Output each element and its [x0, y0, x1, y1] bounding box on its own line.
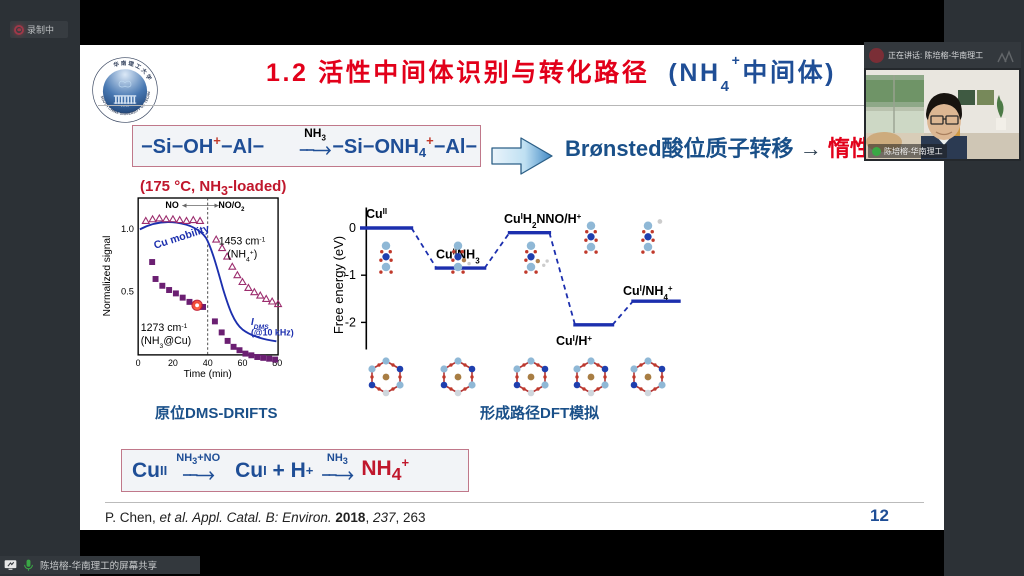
svg-text:-1: -1 [345, 268, 356, 282]
svg-text:1453 cm-1: 1453 cm-1 [219, 236, 266, 248]
svg-text:Normalized signal: Normalized signal [102, 236, 113, 317]
svg-text:CuI/H+: CuI/H+ [556, 334, 592, 349]
svg-text:NO/O2: NO/O2 [218, 200, 245, 213]
svg-text:CuIH2NNO/H+: CuIH2NNO/H+ [504, 212, 582, 230]
svg-text:CuII: CuII [366, 207, 387, 222]
svg-text:40: 40 [203, 358, 213, 368]
svg-text:1273 cm-1: 1273 cm-1 [141, 322, 188, 334]
svg-text:(NH4+): (NH4+) [227, 248, 257, 263]
svg-text:0: 0 [349, 221, 356, 235]
svg-text:Cu mobility: Cu mobility [152, 222, 211, 251]
svg-text:1.0: 1.0 [121, 224, 134, 234]
svg-text:CuI/NH4+: CuI/NH4+ [623, 284, 673, 302]
svg-text:(NH3@Cu): (NH3@Cu) [141, 335, 191, 350]
svg-text:20: 20 [168, 358, 178, 368]
svg-text:0: 0 [136, 358, 141, 368]
svg-text:0.5: 0.5 [121, 287, 134, 297]
svg-text:-2: -2 [345, 315, 356, 329]
svg-text:NO: NO [165, 200, 178, 210]
svg-text:60: 60 [238, 358, 248, 368]
svg-text:Free energy (eV): Free energy (eV) [331, 236, 346, 334]
svg-text:Time (min): Time (min) [184, 369, 232, 380]
